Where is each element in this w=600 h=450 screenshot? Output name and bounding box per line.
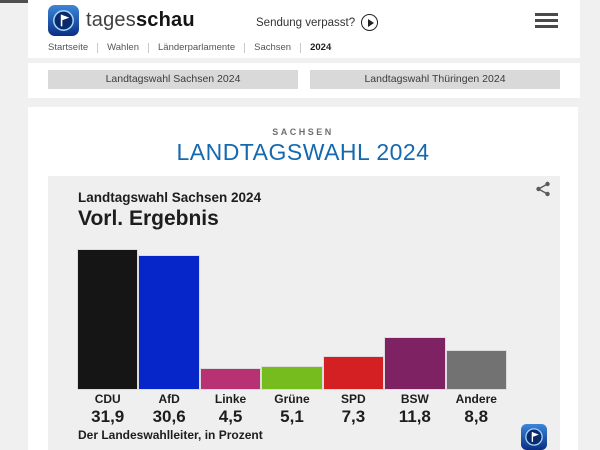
chart-column-linke: Linke 4,5	[199, 249, 262, 426]
bar-label-andere: Andere	[455, 392, 497, 406]
bar-label-bsw: BSW	[400, 392, 429, 406]
chart-column-bsw: BSW 11,8	[384, 249, 446, 426]
breadcrumb-startseite[interactable]: Startseite	[48, 42, 89, 53]
main-content: SACHSEN LANDTAGSWAHL 2024 Landtagswahl S…	[28, 107, 578, 450]
chart-title: Vorl. Ergebnis	[78, 207, 219, 230]
tagesschau-globe-logo[interactable]	[48, 5, 79, 36]
bar-linke[interactable]	[199, 368, 262, 390]
bar-andere[interactable]	[445, 350, 507, 390]
breadcrumb-wahlen[interactable]: Wahlen	[107, 42, 139, 53]
breadcrumb-2024[interactable]: 2024	[310, 42, 332, 53]
result-chart-card: Landtagswahl Sachsen 2024 Vorl. Ergebnis…	[48, 176, 560, 450]
share-icon[interactable]	[534, 180, 552, 198]
bar-label-cdu: CDU	[94, 392, 121, 406]
chart-column-grüne: Grüne 5,1	[261, 249, 323, 426]
tab-landtagswahl-thueringen-2024[interactable]: Landtagswahl Thüringen 2024	[310, 70, 560, 89]
bar-value-cdu: 31,9	[91, 407, 125, 426]
breadcrumb-sachsen[interactable]: Sachsen	[254, 42, 292, 53]
bar-grüne[interactable]	[261, 366, 323, 390]
page-title: LANDTAGSWAHL 2024	[176, 139, 430, 165]
bar-value-linke: 4,5	[218, 407, 243, 426]
region-kicker: SACHSEN	[272, 127, 334, 137]
breadcrumb-separator	[244, 42, 246, 53]
play-icon[interactable]	[361, 14, 379, 31]
bar-label-linke: Linke	[214, 392, 247, 406]
site-header: tagesschau Sendung verpasst? Startseite …	[28, 0, 580, 58]
bar-label-afd: AfD	[158, 392, 180, 406]
bar-value-afd: 30,6	[152, 407, 186, 426]
breadcrumb-laenderparlamente[interactable]: Länderparlamente	[158, 42, 236, 53]
sendung-verpasst-label: Sendung verpasst?	[256, 16, 356, 29]
bar-afd[interactable]	[138, 255, 200, 390]
chart-source: Der Landeswahlleiter, in Prozent	[78, 428, 263, 442]
tab-landtagswahl-sachsen-2024[interactable]: Landtagswahl Sachsen 2024	[48, 70, 298, 89]
breadcrumb: Startseite Wahlen Länderparlamente Sachs…	[48, 42, 340, 53]
brand-regular: tages	[86, 9, 136, 31]
bar-value-spd: 7,3	[341, 407, 366, 426]
breadcrumb-separator	[97, 42, 99, 53]
hamburger-icon[interactable]	[535, 13, 558, 28]
breadcrumb-separator	[148, 42, 149, 53]
bar-spd[interactable]	[322, 356, 385, 390]
election-tabs: Landtagswahl Sachsen 2024 Landtagswahl T…	[28, 63, 580, 98]
bar-label-grüne: Grüne	[274, 392, 310, 406]
bar-value-grüne: 5,1	[280, 407, 304, 426]
bar-cdu[interactable]	[76, 249, 139, 390]
bar-label-spd: SPD	[341, 392, 366, 406]
bar-chart-plot: CDU 31,9 AfD 30,6 Linke 4,5 Grüne 5,1 SPD 7,3 BSW 1…	[76, 249, 507, 426]
sendung-verpasst-link[interactable]: Sendung verpasst?	[256, 14, 379, 31]
chart-column-andere: Andere 8,8	[445, 249, 507, 426]
bar-value-bsw: 11,8	[398, 407, 431, 426]
brand-wordmark[interactable]: tagesschau	[86, 9, 195, 32]
chart-column-cdu: CDU 31,9	[76, 249, 139, 426]
bar-value-andere: 8,8	[464, 407, 489, 426]
chart-kicker: Landtagswahl Sachsen 2024	[78, 190, 262, 205]
brand-bold: schau	[135, 9, 195, 31]
chart-column-spd: SPD 7,3	[322, 249, 385, 426]
chart-column-afd: AfD 30,6	[138, 249, 200, 426]
tagesschau-watermark-logo	[521, 424, 547, 450]
breadcrumb-separator	[300, 42, 302, 53]
bar-bsw[interactable]	[384, 337, 446, 390]
